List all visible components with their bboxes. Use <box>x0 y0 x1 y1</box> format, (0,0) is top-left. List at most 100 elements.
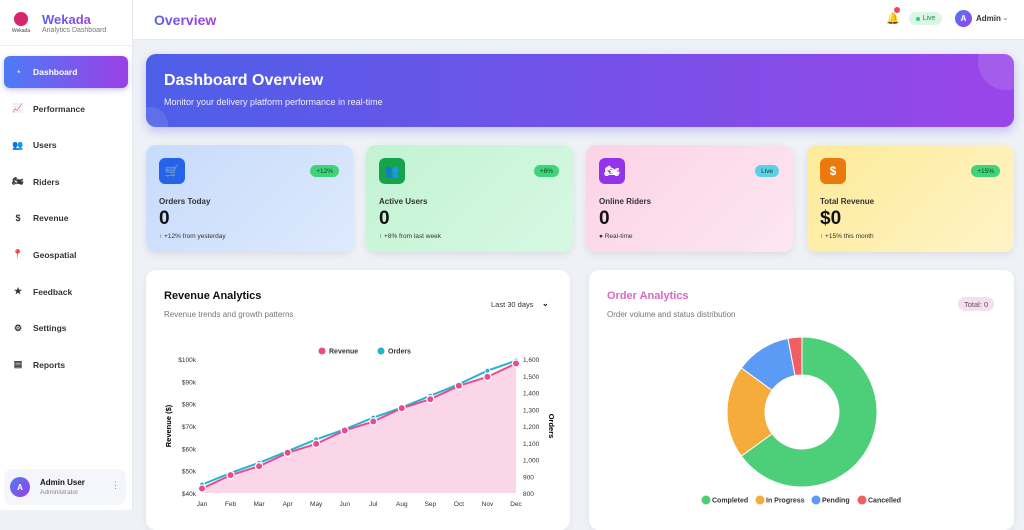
legend-label: Cancelled <box>868 498 901 505</box>
revenue-analytics-panel: Revenue Analytics Revenue trends and gro… <box>146 270 570 530</box>
sidebar-item-performance[interactable]: 📈 Performance <box>4 93 128 125</box>
x-tick-label: Jul <box>369 501 378 508</box>
y2-tick-label: 1,300 <box>523 407 540 414</box>
logo-text: Wekada <box>11 27 31 34</box>
cart-icon: 🛒 <box>159 158 185 184</box>
y-tick-label: $40k <box>182 491 197 498</box>
header-user-name[interactable]: Admin <box>976 14 1001 23</box>
logo: Wekada <box>8 8 34 38</box>
panel-title: Order Analytics <box>607 290 689 302</box>
sidebar-item-label: Geospatial <box>33 249 77 260</box>
sidebar-item-users[interactable]: 👥 Users <box>4 129 128 161</box>
user-profile[interactable]: A Admin User Administrator ⋮ <box>4 469 126 505</box>
legend-swatch <box>318 347 326 355</box>
panel-subtitle: Order volume and status distribution <box>607 310 736 319</box>
stat-value: 0 <box>159 208 170 229</box>
x-tick-label: Dec <box>510 501 522 508</box>
chevron-down-icon[interactable]: ⌄ <box>1002 13 1009 22</box>
sidebar-item-label: Settings <box>33 323 67 334</box>
sidebar-item-geospatial[interactable]: 📍 Geospatial <box>4 239 128 271</box>
sidebar-item-label: Riders <box>33 176 60 187</box>
donut-slice-cancelled <box>787 336 803 377</box>
revenue-line <box>201 362 517 490</box>
y-tick-label: $50k <box>182 469 197 476</box>
legend-label: In Progress <box>766 498 805 505</box>
y-axis-label: Revenue ($) <box>164 404 173 447</box>
stat-value: $0 <box>820 208 842 229</box>
sidebar-item-label: Reports <box>33 359 66 370</box>
legend-swatch <box>811 495 821 505</box>
sidebar-item-revenue[interactable]: $ Revenue <box>4 202 128 234</box>
map-pin-icon: 📍 <box>12 249 24 260</box>
donut-slice-completed <box>740 336 878 488</box>
revenue-point <box>197 484 207 493</box>
brand-subtitle: Analytics Dashboard <box>42 26 107 34</box>
sidebar-item-settings[interactable]: ⚙ Settings <box>4 312 128 344</box>
y2-tick-label: 1,500 <box>523 374 540 381</box>
user-name: Admin User <box>40 478 85 487</box>
star-icon: ★ <box>13 286 23 297</box>
revenue-point <box>397 403 407 413</box>
live-badge: Live <box>909 12 942 25</box>
header: Overview 🔔 Live A Admin ⌄ <box>133 0 1024 40</box>
x-tick-label: Mar <box>253 501 265 508</box>
y2-tick-label: 1,200 <box>523 424 540 431</box>
panel-title: Revenue Analytics <box>164 290 262 302</box>
range-select[interactable]: Last 30 days <box>491 300 534 309</box>
y-tick-label: $90k <box>182 379 197 386</box>
stat-change: ↑ +15% this month <box>820 233 874 240</box>
x-tick-label: Aug <box>396 501 408 508</box>
brand: Wekada Wekada Analytics Dashboard <box>0 0 132 46</box>
y2-tick-label: 1,100 <box>523 441 540 448</box>
y2-tick-label: 900 <box>523 474 534 481</box>
sidebar-item-riders[interactable]: 🏍 Riders <box>4 166 128 198</box>
more-options-icon[interactable]: ⋮ <box>111 480 120 490</box>
bell-icon[interactable]: 🔔 <box>886 13 900 25</box>
stat-card-total-revenue: $ +15% Total Revenue $0 ↑ +15% this mont… <box>807 145 1014 252</box>
revenue-line-chart: $40k $50k $60k $70k $80k $90k $100k 800 900 1,000… <box>164 347 556 508</box>
orders-point <box>484 367 491 374</box>
stat-card-online-riders: 🏍 Live Online Riders 0 ● Real-time <box>586 145 793 252</box>
sidebar-item-label: Performance <box>33 103 85 114</box>
y2-tick-label: 1,600 <box>523 357 540 364</box>
revenue-point <box>283 448 292 458</box>
file-icon: ▤ <box>13 359 23 370</box>
sidebar-item-dashboard[interactable]: ◔ Dashboard <box>4 56 128 88</box>
revenue-point <box>369 417 378 426</box>
legend-swatch <box>857 495 867 505</box>
gauge-icon: ◔ <box>15 67 21 77</box>
y2-axis-label: Orders <box>547 414 556 439</box>
sidebar-item-reports[interactable]: ▤ Reports <box>4 349 128 381</box>
dollar-icon: $ <box>820 158 846 184</box>
stat-change: ● Real-time <box>599 233 633 240</box>
revenue-point <box>254 461 264 471</box>
x-tick-label: Feb <box>225 501 237 508</box>
page-title: Overview <box>154 12 217 28</box>
motorcycle-icon: 🏍 <box>599 158 625 184</box>
notification-dot <box>894 7 900 13</box>
stat-badge: +15% <box>971 165 1000 177</box>
legend-label: Pending <box>822 498 850 505</box>
stat-label: Total Revenue <box>820 197 875 206</box>
legend-swatch <box>377 347 385 355</box>
chart-line-icon: 📈 <box>12 103 24 114</box>
stat-value: 0 <box>599 208 610 229</box>
x-tick-label: Jun <box>339 501 350 508</box>
revenue-point <box>454 381 464 391</box>
revenue-point <box>511 359 521 368</box>
legend-swatch <box>701 495 711 505</box>
sidebar-item-label: Feedback <box>33 286 73 297</box>
chevron-down-icon[interactable]: ⌄ <box>542 299 549 308</box>
stat-change: ↑ +8% from last week <box>379 233 441 240</box>
header-avatar[interactable]: A <box>955 10 972 27</box>
stat-badge: Live <box>755 165 779 177</box>
y-tick-label: $60k <box>182 446 197 453</box>
sidebar-item-feedback[interactable]: ★ Feedback <box>4 276 128 308</box>
legend-label: Revenue <box>329 349 358 356</box>
y2-tick-label: 800 <box>523 491 534 498</box>
panel-subtitle: Revenue trends and growth patterns <box>164 310 294 319</box>
x-tick-label: Apr <box>283 501 294 508</box>
order-status-donut-chart: Completed In Progress Pending Cancelled <box>701 336 901 505</box>
revenue-point <box>426 394 435 404</box>
avatar: A <box>10 477 30 497</box>
